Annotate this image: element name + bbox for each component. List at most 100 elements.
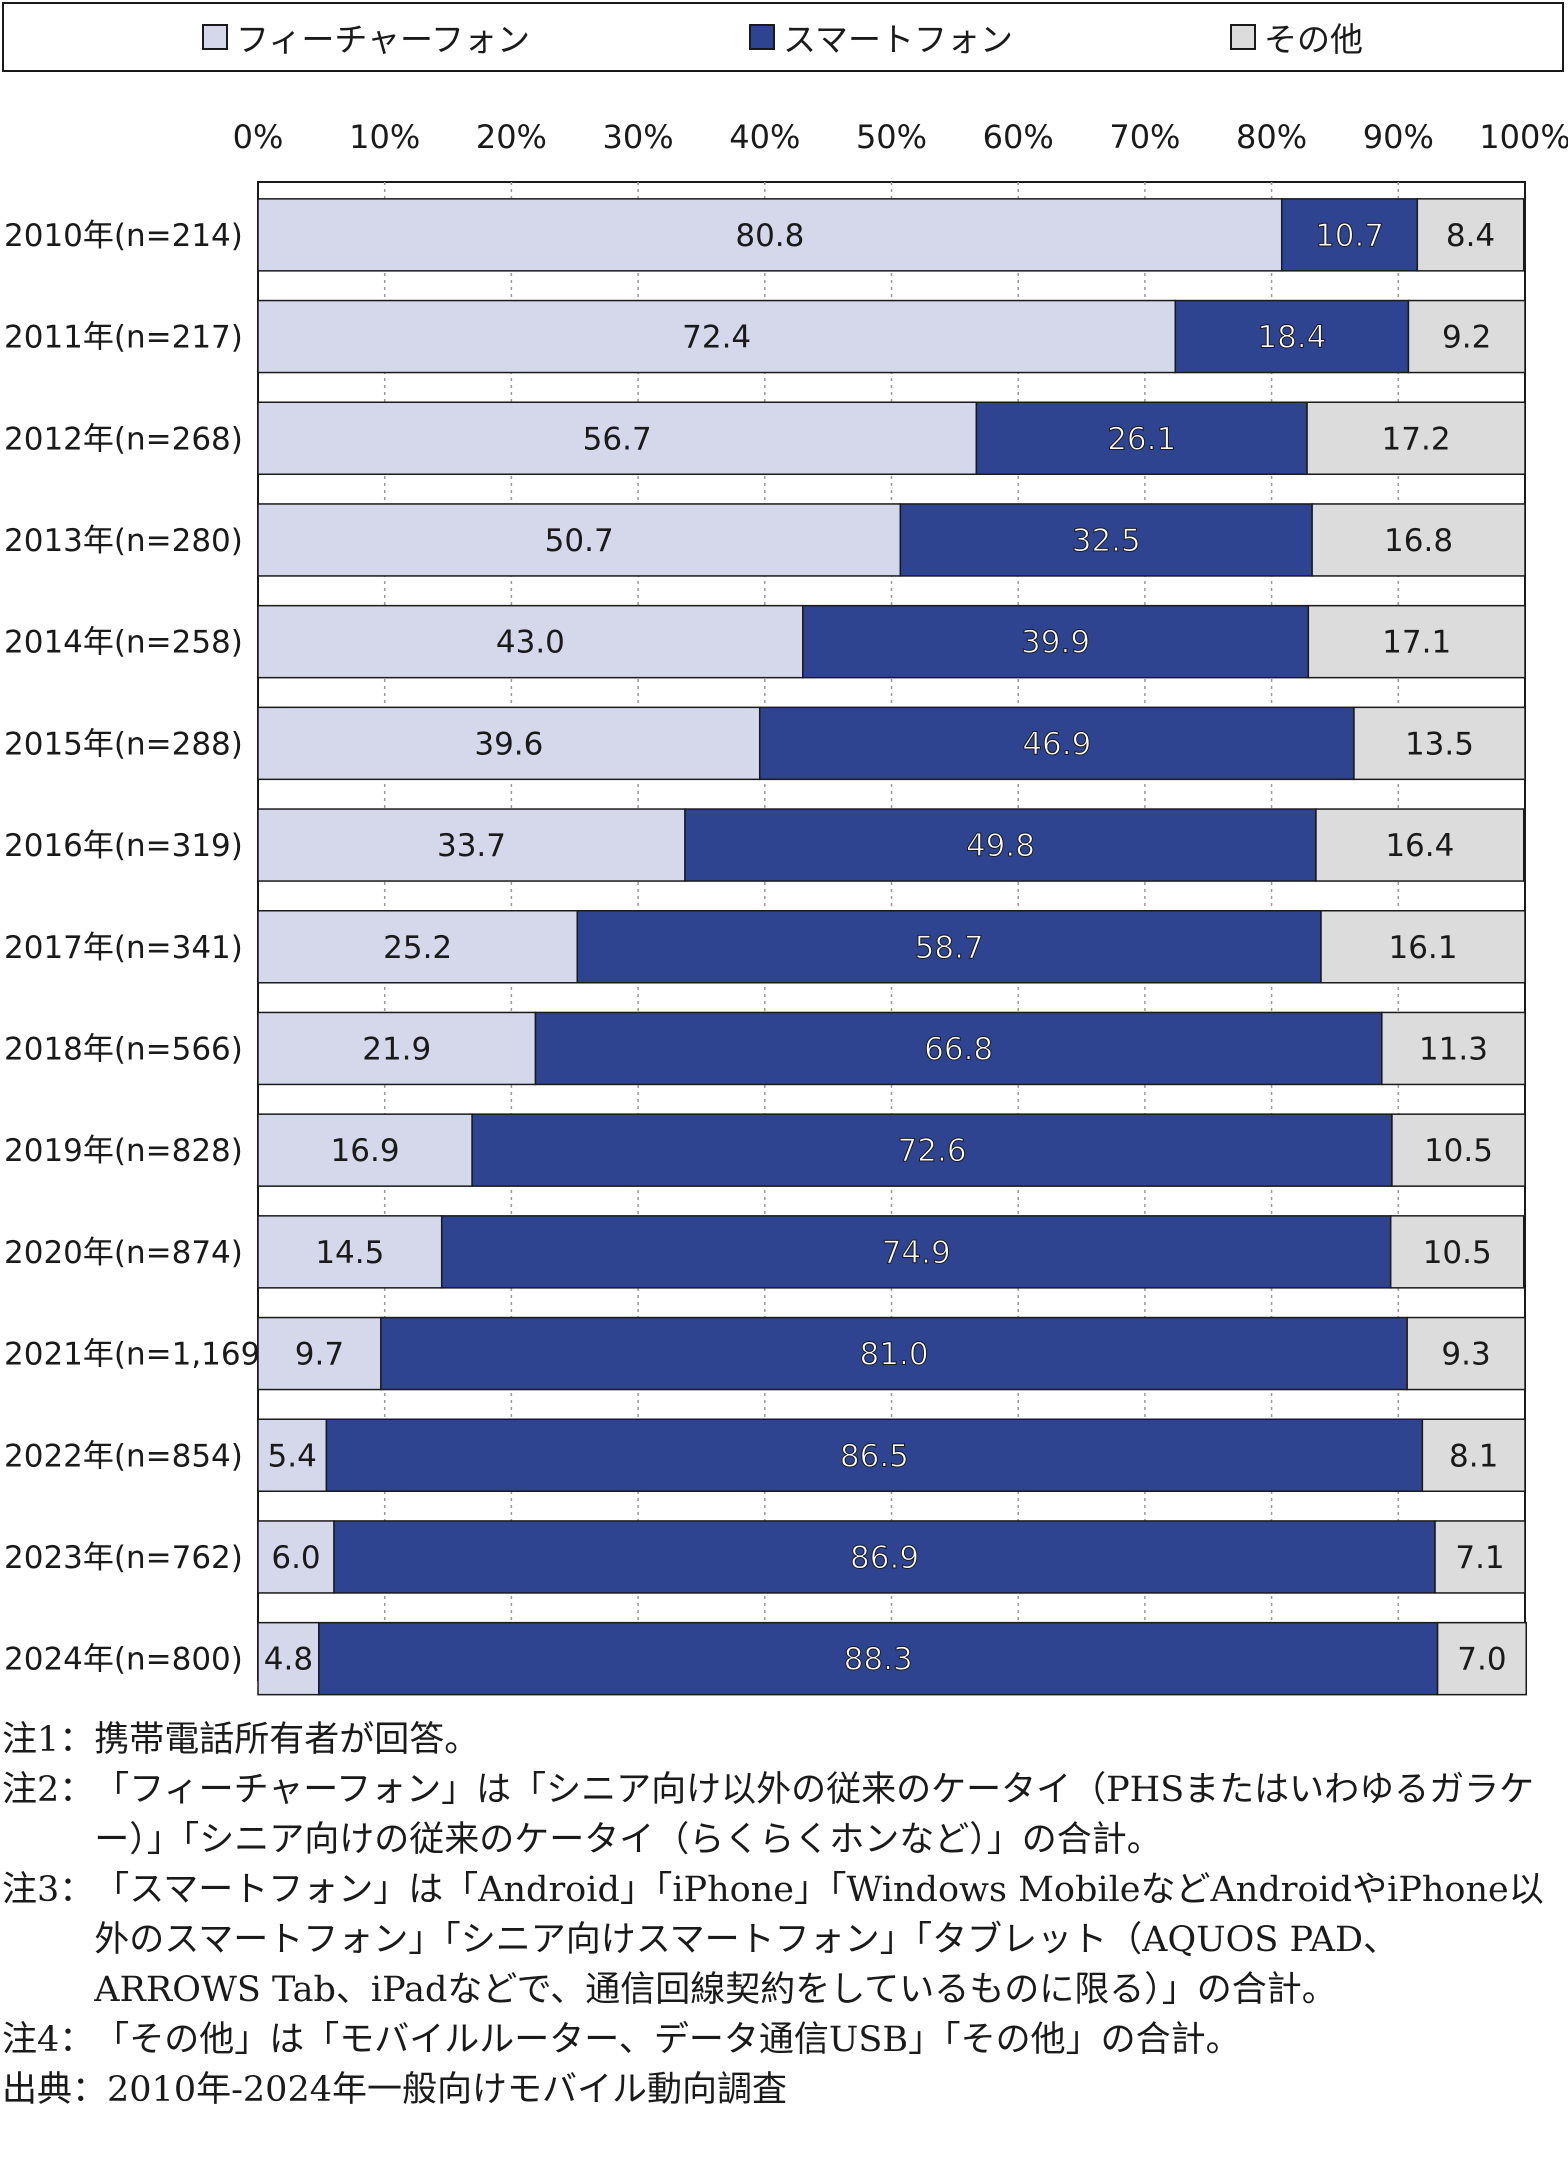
y-category-label: 2013年(n=280) bbox=[4, 523, 243, 559]
bar-segment bbox=[1315, 808, 1525, 882]
note-2: 注2： 「フィーチャーフォン」は「シニア向け以外の従来のケータイ（PHSまたはい… bbox=[2, 1765, 1564, 1865]
stacked-bar-chart: 0% 10% 20% 30% 40% 50% 60% 70% 80% 90% 100% 2010年(n… bbox=[4, 118, 1568, 1696]
data-label: 80.8 bbox=[735, 218, 804, 254]
y-category-label: 2014年(n=258) bbox=[4, 625, 243, 661]
data-label: 43.0 bbox=[496, 625, 565, 661]
x-tick-label: 10% bbox=[349, 118, 420, 156]
data-label: 16.8 bbox=[1384, 523, 1453, 559]
note-3: 注3： 「スマートフォン」は「Android」「iPhone」「Windows … bbox=[2, 1865, 1564, 2015]
bar-segment bbox=[1389, 1215, 1525, 1289]
note-1: 注1： 携帯電話所有者が回答。 bbox=[2, 1715, 1564, 1765]
data-label: 7.0 bbox=[1457, 1642, 1506, 1678]
bar-segment bbox=[1407, 299, 1526, 374]
data-label: 46.9 bbox=[1022, 726, 1091, 762]
data-label: 11.3 bbox=[1419, 1031, 1488, 1067]
x-tick-label: 50% bbox=[856, 118, 927, 156]
x-tick-label: 30% bbox=[603, 118, 674, 156]
data-label: 10.5 bbox=[1423, 1235, 1492, 1271]
note-4-text: 「その他」は「モバイルルーター、データ通信USB」「その他」の合計。 bbox=[94, 2020, 1241, 2060]
data-label: 33.7 bbox=[437, 828, 506, 864]
bar-segment bbox=[576, 910, 1322, 984]
x-tick-label: 70% bbox=[1109, 118, 1180, 156]
y-category-label: 2023年(n=762) bbox=[4, 1540, 243, 1576]
bar-segment bbox=[257, 1316, 382, 1391]
bar-segment bbox=[257, 1418, 328, 1492]
bar-segment bbox=[1391, 1113, 1526, 1187]
data-label: 10.5 bbox=[1424, 1133, 1493, 1169]
data-label: 18.4 bbox=[1257, 320, 1326, 356]
data-label: 81.0 bbox=[860, 1337, 929, 1373]
data-label: 21.9 bbox=[362, 1031, 431, 1067]
bar-segment bbox=[440, 1215, 1392, 1289]
note-1-prefix: 注1： bbox=[2, 1720, 95, 1760]
data-label: 9.7 bbox=[295, 1337, 344, 1373]
bar-segment bbox=[684, 808, 1317, 882]
x-tick-label: 0% bbox=[233, 118, 284, 156]
source-note: 出典： 2010年-2024年一般向けモバイル動向調査 bbox=[2, 2065, 1564, 2115]
y-category-label: 2021年(n=1,169) bbox=[4, 1337, 272, 1373]
y-category-label: 2019年(n=828) bbox=[4, 1133, 243, 1169]
note-3-text: 「スマートフォン」は「Android」「iPhone」「Windows Mobi… bbox=[94, 1870, 1544, 2010]
bar-segment bbox=[471, 1113, 1393, 1187]
bar-segment bbox=[257, 198, 1283, 272]
legend-swatch-feature-phone bbox=[202, 24, 228, 50]
y-category-label: 2024年(n=800) bbox=[4, 1642, 243, 1678]
data-label: 72.6 bbox=[898, 1133, 967, 1169]
data-label: 6.0 bbox=[271, 1540, 320, 1576]
data-label: 10.7 bbox=[1315, 218, 1384, 254]
bar-segment bbox=[1434, 1520, 1526, 1594]
bar-segment bbox=[325, 1418, 1424, 1492]
data-label: 8.1 bbox=[1449, 1438, 1498, 1474]
bar-segment bbox=[333, 1520, 1436, 1594]
bar-segment bbox=[257, 299, 1177, 374]
bar-segment bbox=[758, 706, 1355, 781]
legend-swatch-smartphone bbox=[749, 24, 775, 50]
data-label: 8.4 bbox=[1446, 218, 1495, 254]
data-label: 25.2 bbox=[383, 930, 452, 966]
note-1-text: 携帯電話所有者が回答。 bbox=[94, 1720, 480, 1760]
bar-segment bbox=[1280, 198, 1419, 272]
note-4-prefix: 注4： bbox=[2, 2020, 95, 2060]
data-label: 26.1 bbox=[1107, 421, 1176, 457]
note-2-text: 「フィーチャーフォン」は「シニア向け以外の従来のケータイ（PHSまたはいわゆるガ… bbox=[94, 1770, 1535, 1860]
bar-segment bbox=[1174, 299, 1410, 374]
legend-swatch-other bbox=[1230, 24, 1256, 50]
data-label: 39.9 bbox=[1021, 625, 1090, 661]
note-3-prefix: 注3： bbox=[2, 1870, 95, 1910]
bar-segment bbox=[380, 1316, 1408, 1391]
bar-segment bbox=[257, 706, 761, 781]
data-label: 50.7 bbox=[545, 523, 614, 559]
y-category-label: 2012年(n=268) bbox=[4, 421, 243, 457]
data-label: 14.5 bbox=[315, 1235, 384, 1271]
x-tick-label: 90% bbox=[1363, 118, 1434, 156]
x-tick-label: 80% bbox=[1236, 118, 1307, 156]
bar-segment bbox=[257, 1011, 537, 1086]
bar-segment bbox=[1311, 503, 1526, 577]
data-label: 7.1 bbox=[1455, 1540, 1504, 1576]
y-category-label: 2010年(n=214) bbox=[4, 218, 243, 254]
legend-label-other: その他 bbox=[1264, 20, 1363, 59]
data-label: 13.5 bbox=[1405, 726, 1474, 762]
data-label: 86.5 bbox=[840, 1438, 909, 1474]
y-category-label: 2022年(n=854) bbox=[4, 1438, 243, 1474]
bar-segment bbox=[1353, 706, 1526, 781]
legend-item-other: その他 bbox=[1230, 4, 1363, 70]
data-label: 49.8 bbox=[966, 828, 1035, 864]
bar-segment bbox=[802, 604, 1310, 679]
bar-segment bbox=[1320, 910, 1526, 984]
data-label: 58.7 bbox=[915, 930, 984, 966]
y-category-label: 2016年(n=319) bbox=[4, 828, 243, 864]
source-prefix: 出典： bbox=[2, 2070, 108, 2110]
bar-segment bbox=[257, 604, 804, 679]
data-label: 9.2 bbox=[1442, 320, 1491, 356]
data-label: 39.6 bbox=[474, 726, 543, 762]
y-category-label: 2018年(n=566) bbox=[4, 1031, 243, 1067]
bar-segment bbox=[1436, 1621, 1528, 1696]
x-tick-label: 20% bbox=[476, 118, 547, 156]
data-label: 86.9 bbox=[850, 1540, 919, 1576]
data-label: 74.9 bbox=[882, 1235, 951, 1271]
data-label: 16.1 bbox=[1388, 930, 1457, 966]
bar-segment bbox=[1307, 604, 1526, 679]
bar-segment bbox=[257, 910, 579, 984]
y-category-label: 2011年(n=217) bbox=[4, 320, 243, 356]
